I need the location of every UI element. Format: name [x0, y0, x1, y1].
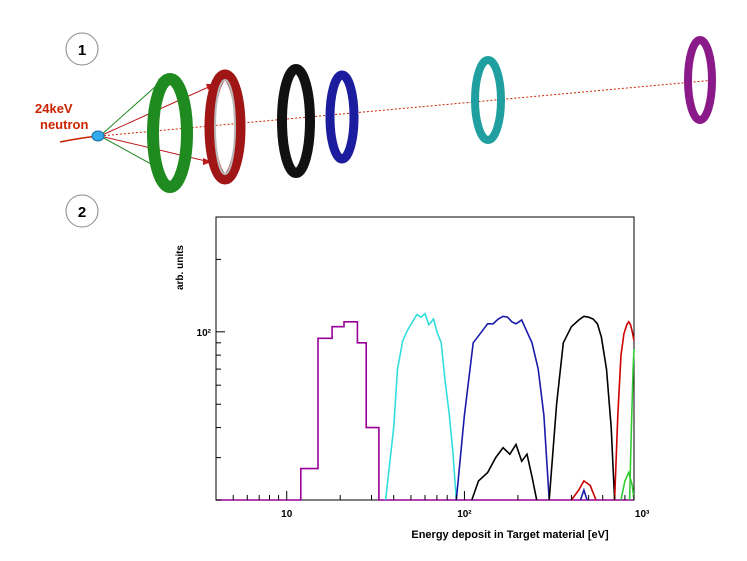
detector-ring-cyan: [471, 56, 505, 144]
panel-2-label: 2: [78, 204, 86, 221]
series-line-2: [455, 315, 550, 501]
x-tick-label: 10²: [457, 509, 472, 520]
detector-ring-green: [147, 73, 193, 193]
detector-ring-blue: [325, 70, 359, 164]
beam-line: [99, 79, 716, 137]
arrowhead-red-down: [203, 158, 212, 165]
x-axis-label: Energy deposit in Target material [eV]: [411, 529, 609, 541]
panel-1-marker: [65, 32, 99, 66]
detector-ring-red-highlight: [214, 79, 236, 175]
energy-deposit-chart: 10 10² 10³ 10² Energy deposit in Target mat…: [175, 216, 650, 541]
scatter-arrow-up: [99, 77, 166, 137]
x-tick-label: 10³: [635, 509, 650, 520]
series-line-9: [579, 487, 588, 501]
detector-ring-black: [277, 64, 315, 178]
y-axis-label: arb. units: [175, 245, 186, 290]
neutron-energy-label: 24keV: [35, 101, 73, 116]
series-line-4: [548, 315, 616, 501]
series-line-7: [620, 470, 635, 501]
series-line-6: [570, 479, 597, 501]
series-line-3: [471, 442, 538, 501]
series-line-5: [613, 320, 635, 501]
neutron-word-label: neutron: [40, 117, 88, 132]
series-line-8: [628, 348, 635, 501]
series-line-0: [216, 320, 634, 501]
x-tick-label: 10: [281, 509, 293, 520]
panel-1-illustration: 1 24keV neutron: [35, 32, 716, 193]
detector-ring-purple: [684, 36, 716, 124]
plot-frame: [215, 216, 635, 501]
detector-ring-red: [204, 69, 246, 185]
tick-layer: 10 10² 10³ 10²: [197, 216, 650, 520]
target-cylinder: [91, 130, 105, 142]
y-tick-label: 10²: [197, 328, 212, 339]
series-layer: [216, 312, 635, 501]
panel-2-marker: [65, 194, 99, 228]
panel-1-label: 1: [78, 42, 86, 59]
series-line-1: [384, 312, 458, 501]
